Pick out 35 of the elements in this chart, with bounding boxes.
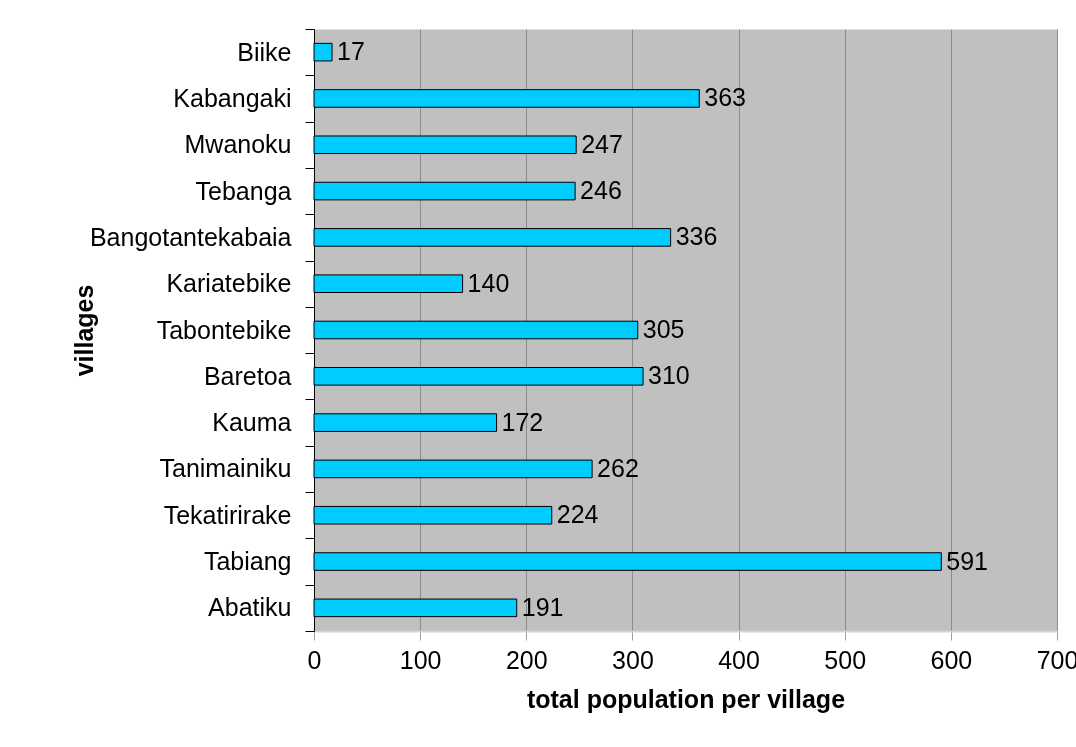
y-tick-label: Tanimainiku [159,454,292,483]
y-tick-label: Kariatebike [166,269,292,298]
data-label: 310 [648,361,690,390]
data-label: 17 [337,37,365,66]
y-tick-label: Kabangaki [173,83,292,112]
data-label: 191 [521,592,564,621]
x-tick-label: 200 [505,645,548,674]
data-label: 247 [581,129,623,158]
x-axis-title: total population per village [526,684,846,713]
data-label: 246 [580,176,622,205]
data-label: 262 [597,453,639,482]
data-label: 305 [642,315,685,343]
data-label: 336 [675,222,718,251]
data-label: 172 [501,407,544,436]
data-label: 363 [704,83,747,112]
y-tick-label: Bangotantekabaia [89,222,292,251]
y-tick-label: Mwanoku [184,130,292,159]
y-axis-title: villages [69,284,98,377]
y-tick-label: Biike [237,37,292,66]
y-tick-label: Kauma [212,408,292,437]
x-tick-label: 400 [718,645,760,674]
y-tick-label: Baretoa [203,361,292,390]
x-tick-label: 100 [399,645,442,674]
x-tick-label: 300 [612,645,654,674]
x-tick-label: 500 [824,645,867,674]
y-tick-label: Abatiku [208,593,292,622]
y-tick-label: Tekatirirake [163,500,292,529]
data-label: 224 [556,500,599,529]
data-label: 591 [946,546,989,575]
y-tick-label: Tabiang [203,547,292,576]
y-tick-label: Tebanga [195,176,292,205]
y-tick-label: Tabontebike [156,315,292,344]
x-tick-label: 0 [307,645,322,674]
data-label: 140 [467,268,510,297]
x-tick-label: 600 [930,645,973,674]
